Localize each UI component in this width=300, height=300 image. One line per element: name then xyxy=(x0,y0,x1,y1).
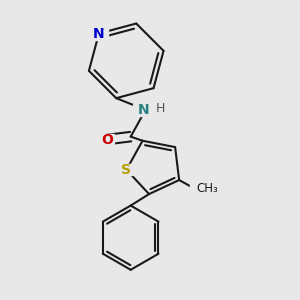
Text: N: N xyxy=(93,26,105,40)
Bar xyxy=(133,103,155,116)
Text: CH₃: CH₃ xyxy=(196,182,218,195)
Text: H: H xyxy=(155,103,165,116)
Text: S: S xyxy=(122,163,131,177)
Bar xyxy=(190,183,212,194)
Bar xyxy=(90,27,108,40)
Bar xyxy=(120,164,133,176)
Text: O: O xyxy=(101,133,113,147)
Bar xyxy=(100,134,114,146)
Text: N: N xyxy=(138,103,150,117)
